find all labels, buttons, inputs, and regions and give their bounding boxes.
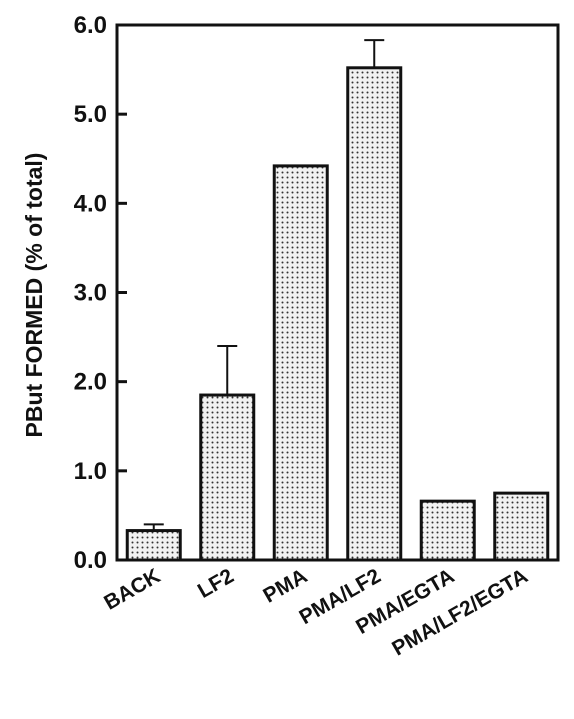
axes — [115, 23, 560, 562]
y-tick-label: 0.0 — [74, 547, 107, 574]
y-tick-label: 4.0 — [74, 190, 107, 217]
x-tick-label: PMA — [259, 564, 311, 607]
bar — [493, 491, 550, 562]
plot-frame — [115, 23, 560, 562]
x-tick-label: LF2 — [194, 564, 238, 603]
bar — [346, 66, 403, 562]
bar — [272, 164, 329, 562]
x-tick-label: PMA/LF2/EGTA — [388, 564, 532, 660]
bars — [125, 39, 550, 562]
x-tick-label: BACK — [100, 564, 164, 614]
y-tick-label: 2.0 — [74, 369, 107, 396]
y-tick-label: 1.0 — [74, 458, 107, 485]
y-tick-label: 5.0 — [74, 101, 107, 128]
bar — [199, 393, 256, 562]
bar — [125, 529, 182, 562]
y-axis-label: PBut FORMED (% of total) — [21, 153, 47, 438]
bar — [419, 499, 476, 562]
y-tick-label: 6.0 — [74, 12, 107, 39]
y-tick-label: 3.0 — [74, 280, 107, 307]
